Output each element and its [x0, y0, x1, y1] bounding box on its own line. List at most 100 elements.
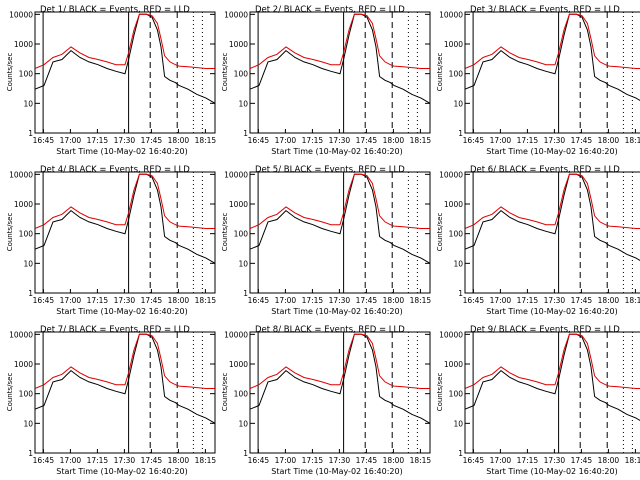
x-tick-label: 16:45 [33, 136, 55, 145]
x-tick-label: 18:15 [410, 456, 432, 465]
x-tick-label: 17:30 [329, 456, 351, 465]
y-axis-label: Counts/sec [436, 53, 444, 92]
x-tick-label: 17:30 [329, 296, 351, 305]
x-tick-label: 17:15 [87, 136, 109, 145]
series-events-line [249, 333, 431, 424]
y-tick-label: 1000 [444, 200, 463, 209]
x-tick-label: 17:15 [87, 456, 109, 465]
plot-frame [34, 331, 216, 454]
series-lld-line [464, 173, 640, 229]
detector-panel: 1 10 100 1000 10000 16:45 17:00 17:15 17:30 17:45… [9, 10, 216, 145]
x-tick-label: 16:45 [248, 296, 270, 305]
detector-panel: 1 10 100 1000 10000 16:45 17:00 17:15 17:30 17:45… [224, 10, 431, 145]
x-tick-label: 18:15 [195, 136, 217, 145]
x-tick-label: 17:00 [490, 296, 512, 305]
series-lld-line [34, 13, 215, 69]
y-tick-label: 1 [28, 289, 33, 298]
x-tick-label: 18:00 [168, 296, 190, 305]
detector-panel: 1 10 100 1000 10000 16:45 17:00 17:15 17:30 17:45… [439, 170, 640, 305]
detector-panel: 1 10 100 1000 10000 16:45 17:00 17:15 17:30 17:45… [9, 330, 216, 465]
x-tick-label: 18:00 [383, 296, 405, 305]
x-tick-label: 18:00 [383, 136, 405, 145]
x-tick-label: 16:45 [463, 296, 485, 305]
y-tick-label: 10 [238, 259, 248, 268]
y-tick-label: 1 [458, 129, 463, 138]
x-tick-label: 18:00 [598, 136, 620, 145]
y-axis-label: Counts/sec [221, 373, 229, 412]
series-lld-line [249, 333, 430, 389]
x-tick-label: 17:15 [517, 136, 539, 145]
panel-title-det8: Det 8/ BLACK = Events, RED = LLD [255, 325, 405, 335]
panel-title-det4: Det 4/ BLACK = Events, RED = LLD [40, 165, 190, 175]
y-tick-label: 10000 [224, 10, 248, 19]
x-tick-label: 17:15 [302, 136, 324, 145]
detector-panel: 1 10 100 1000 10000 16:45 17:00 17:15 17:30 17:45… [9, 170, 216, 305]
y-tick-label: 10000 [439, 10, 463, 19]
series-lld-line [464, 333, 640, 389]
x-tick-label: 16:45 [463, 136, 485, 145]
y-tick-label: 10000 [9, 170, 33, 179]
series-events-line [34, 333, 216, 424]
x-axis-label: Start Time (10-May-02 16:40:20) [56, 307, 187, 316]
plot-frame [464, 171, 640, 294]
y-tick-label: 1000 [229, 40, 248, 49]
y-axis-label: Counts/sec [436, 373, 444, 412]
series-lld-line [249, 13, 430, 69]
x-axis-label: Start Time (10-May-02 16:40:20) [486, 147, 617, 156]
y-tick-label: 10 [453, 419, 463, 428]
x-tick-label: 16:45 [248, 456, 270, 465]
y-tick-label: 1 [243, 129, 248, 138]
series-events-line [34, 13, 216, 104]
x-tick-label: 18:00 [168, 136, 190, 145]
detector-panel: 1 10 100 1000 10000 16:45 17:00 17:15 17:30 17:45… [439, 10, 640, 145]
x-tick-label: 18:15 [410, 136, 432, 145]
y-tick-label: 100 [234, 390, 249, 399]
x-axis-label: Start Time (10-May-02 16:40:20) [486, 307, 617, 316]
y-axis-label: Counts/sec [6, 213, 14, 252]
y-tick-label: 1000 [229, 200, 248, 209]
x-tick-label: 17:15 [302, 296, 324, 305]
plot-area: 1 10 100 1000 10000 16:45 17:00 17:15 17:30 17:45… [9, 10, 640, 465]
y-tick-label: 100 [19, 390, 34, 399]
series-lld-line [249, 173, 430, 229]
y-tick-label: 10000 [9, 330, 33, 339]
y-axis-label: Counts/sec [221, 213, 229, 252]
y-axis-label: Counts/sec [436, 213, 444, 252]
y-tick-label: 1 [28, 129, 33, 138]
x-tick-label: 17:15 [87, 296, 109, 305]
x-tick-label: 17:45 [141, 136, 163, 145]
x-axis-label: Start Time (10-May-02 16:40:20) [271, 467, 402, 476]
x-tick-label: 17:30 [544, 296, 566, 305]
x-tick-label: 18:00 [168, 456, 190, 465]
series-events-line [464, 333, 640, 421]
series-events-line [464, 13, 640, 101]
x-tick-label: 17:30 [114, 296, 136, 305]
y-tick-label: 10000 [439, 330, 463, 339]
x-tick-label: 17:45 [356, 456, 378, 465]
x-tick-label: 17:30 [544, 456, 566, 465]
plot-frame [249, 171, 431, 294]
y-tick-label: 100 [19, 230, 34, 239]
x-tick-label: 18:00 [383, 456, 405, 465]
y-tick-label: 1000 [14, 40, 33, 49]
y-tick-label: 10 [453, 259, 463, 268]
x-axis-label: Start Time (10-May-02 16:40:20) [56, 147, 187, 156]
y-tick-label: 100 [449, 390, 464, 399]
x-tick-label: 17:00 [275, 296, 297, 305]
y-tick-label: 100 [234, 230, 249, 239]
x-tick-label: 18:15 [625, 296, 640, 305]
plot-frame [249, 11, 431, 134]
x-tick-label: 17:30 [114, 456, 136, 465]
y-tick-label: 100 [19, 70, 34, 79]
y-tick-label: 10000 [9, 10, 33, 19]
detector-panel: 1 10 100 1000 10000 16:45 17:00 17:15 17:30 17:45… [439, 330, 640, 465]
y-tick-label: 1000 [229, 360, 248, 369]
y-tick-label: 1000 [444, 40, 463, 49]
x-tick-label: 17:45 [571, 136, 593, 145]
y-tick-label: 100 [449, 230, 464, 239]
x-axis-label: Start Time (10-May-02 16:40:20) [56, 467, 187, 476]
y-axis-label: Counts/sec [6, 373, 14, 412]
series-lld-line [34, 333, 215, 389]
x-tick-label: 17:45 [356, 296, 378, 305]
